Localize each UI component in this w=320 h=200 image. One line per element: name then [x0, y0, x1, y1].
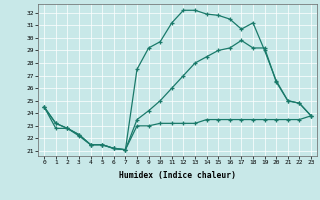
X-axis label: Humidex (Indice chaleur): Humidex (Indice chaleur)	[119, 171, 236, 180]
